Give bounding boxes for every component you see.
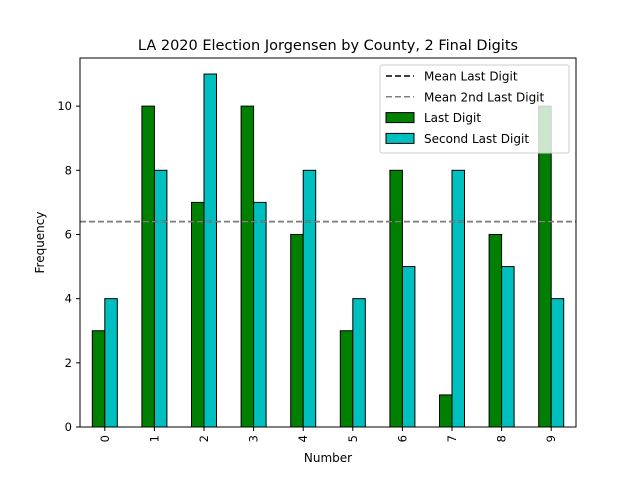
legend-label: Second Last Digit [424,132,529,146]
bar-second-last-digit-9 [550,298,565,428]
x-axis-label: Number [304,451,352,465]
y-tick-label: 10 [57,99,72,113]
bar-second-last-digit-4 [302,169,317,428]
legend-label: Mean 2nd Last Digit [424,90,545,104]
bar-second-last-digit-8 [501,266,515,428]
x-tick-label: 8 [495,435,509,442]
x-tick-label: 1 [147,435,161,442]
x-tick-label: 5 [346,435,360,442]
legend-label: Last Digit [424,111,481,125]
bar-second-last-digit-3 [253,201,267,428]
bar-last-digit-5 [339,330,354,428]
x-tick-label: 2 [197,435,211,442]
bar-last-digit-3 [240,105,255,428]
y-tick-label: 6 [65,227,72,241]
chart-title: LA 2020 Election Jorgensen by County, 2 … [138,38,518,54]
x-tick-label: 4 [296,435,310,442]
bar-last-digit-2 [191,201,205,428]
bar-last-digit-8 [488,233,503,428]
y-tick-label: 0 [65,420,72,434]
bar-second-last-digit-2 [203,73,217,428]
bar-last-digit-6 [389,169,403,428]
y-axis-label: Frequency [33,212,47,274]
y-tick-label: 2 [65,356,72,370]
y-tick-label: 4 [65,292,72,306]
bar-second-last-digit-7 [451,169,465,428]
x-tick-label: 3 [247,435,261,442]
x-tick-label: 6 [395,435,409,442]
legend-box [379,64,570,154]
bar-second-last-digit-1 [153,169,168,428]
legend-swatch-bar [385,112,415,124]
bar-second-last-digit-0 [104,298,118,428]
x-tick-label: 7 [445,435,459,442]
plot-area-frame [79,57,577,428]
bar-last-digit-4 [290,233,304,428]
bar-last-digit-0 [91,330,106,428]
x-tick-label: 0 [98,435,112,442]
bar-last-digit-1 [141,105,155,428]
legend-swatch-bar [385,132,415,144]
bar-second-last-digit-5 [352,298,366,428]
legend-label: Mean Last Digit [424,70,518,84]
bar-second-last-digit-6 [401,266,416,428]
y-tick-label: 8 [65,163,72,177]
legend: Mean Last Digit Mean 2nd Last Digit Last D… [379,64,570,154]
bar-last-digit-7 [439,394,453,428]
bar-last-digit-9 [538,105,552,428]
x-tick-label: 9 [544,435,558,442]
